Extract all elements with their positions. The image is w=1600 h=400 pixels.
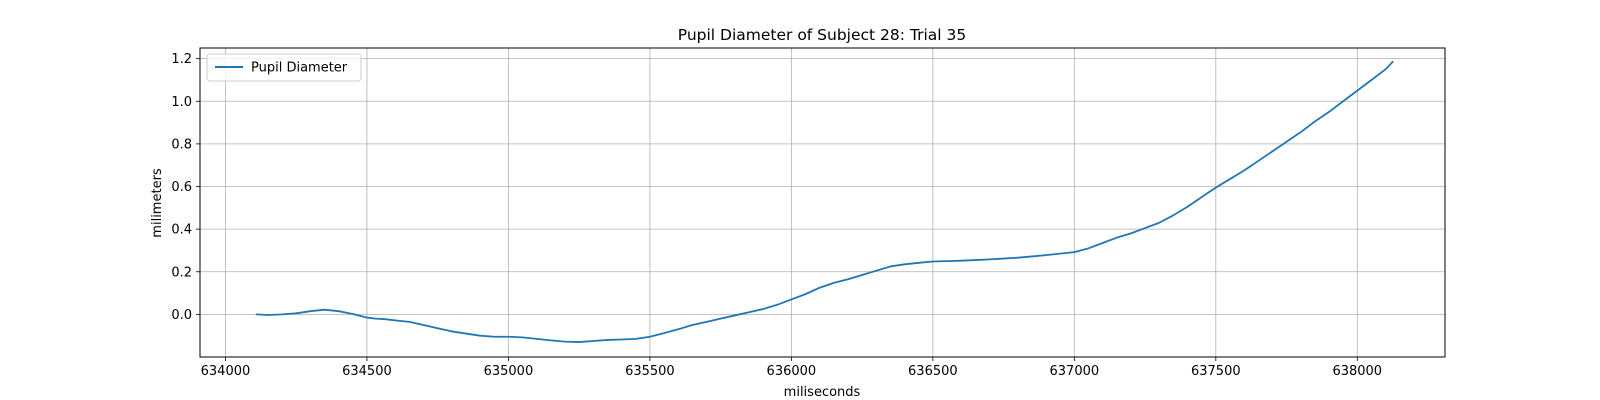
x-tick-label: 634500 [342,364,392,379]
x-tick-label: 634000 [201,364,251,379]
x-tick-label: 637500 [1191,364,1241,379]
x-tick-label: 637000 [1050,364,1100,379]
legend-box [206,53,362,82]
plot-area [199,47,1446,358]
legend: Pupil Diameter [206,53,362,82]
chart-title: Pupil Diameter of Subject 28: Trial 35 [678,26,967,44]
series-layer [255,60,1394,343]
series-line-pupil-diameter [255,60,1394,343]
x-tick-label: 636000 [767,364,817,379]
x-axis-label: miliseconds [784,385,861,400]
y-tick-label: 0.4 [171,223,192,238]
grid-lines [200,48,1445,357]
axis-ticks: 634000 634500 635000 635500 636000 636500 6370… [171,52,1382,379]
y-tick-label: 0.6 [171,180,192,195]
y-tick-label: 1.2 [171,52,192,67]
x-tick-label: 635000 [484,364,534,379]
x-tick-label: 635500 [625,364,675,379]
y-tick-label: 1.0 [171,95,192,110]
y-tick-label: 0.8 [171,137,192,152]
y-tick-label: 0.2 [171,265,192,280]
legend-label: Pupil Diameter [251,61,348,76]
x-tick-label: 636500 [908,364,958,379]
y-tick-label: 0.0 [171,308,192,323]
y-axis-label: milimeters [150,168,165,238]
x-tick-label: 638000 [1332,364,1382,379]
